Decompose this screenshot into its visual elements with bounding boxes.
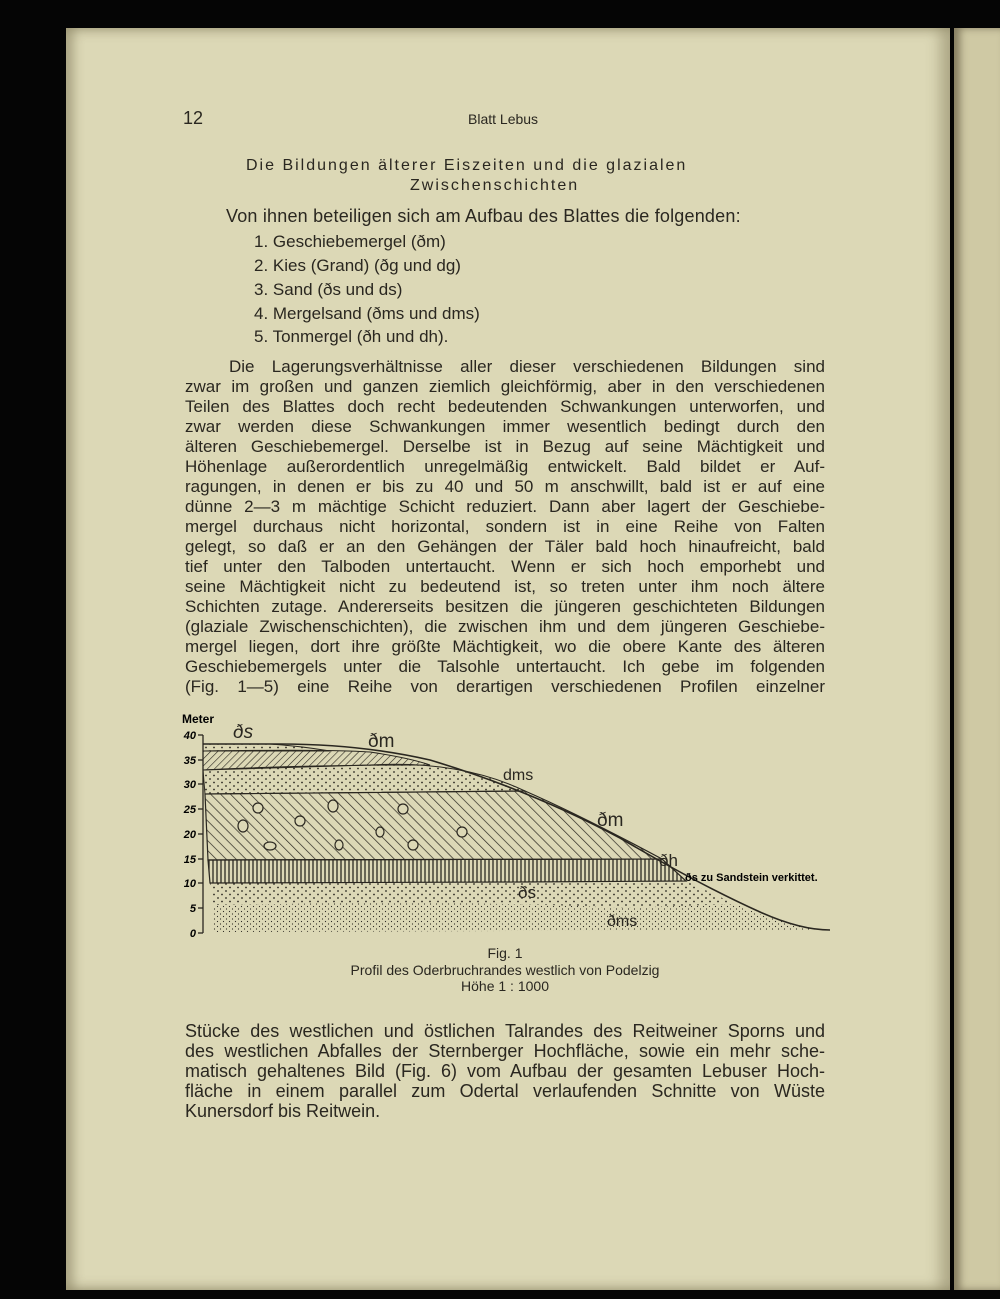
running-title: Blatt Lebus [468, 111, 539, 127]
tick-label: 35 [184, 755, 197, 767]
text-line: zwar im großen und ganzen ziemlich gleic… [185, 377, 825, 396]
text-line: (Fig. 1—5) eine Reihe von derartigen ver… [185, 677, 825, 696]
tick-label: 30 [184, 779, 197, 791]
boulder-marks [237, 799, 468, 851]
list-item: 3. Sand (ðs und ds) [254, 280, 403, 299]
label-dms-low: ðms [607, 913, 637, 930]
text-line: zwar werden diese Schwankungen immer wes… [185, 417, 825, 436]
tick-label: 25 [183, 804, 197, 816]
text-line: dünne 2—3 m mächtige Schicht reduziert. … [185, 497, 825, 516]
list-item: 1. Geschiebemergel (ðm) [254, 232, 446, 251]
book-page [66, 28, 950, 1290]
facing-page-edge [954, 28, 1000, 1290]
layer-dh [207, 858, 688, 884]
list-item: 5. Tonmergel (ðh und dh). [254, 327, 449, 346]
text-line: mergel durchaus nicht horizontal, sonder… [185, 517, 825, 536]
text-line: Die Lagerungsverhältnisse aller dieser v… [229, 357, 825, 376]
text-line: Stücke des westlichen und östlichen Talr… [185, 1021, 825, 1041]
tick-label: 20 [183, 829, 197, 841]
text-line: seine Mächtigkeit nicht zu bedeutend ist… [185, 577, 825, 596]
text-line: Geschiebemergels unter die Talsohle unte… [185, 657, 825, 676]
text-line: Kunersdorf bis Reitwein. [185, 1101, 381, 1121]
section-title-line-1: Die Bildungen älterer Eiszeiten und die … [246, 157, 688, 174]
tick-label: 15 [184, 854, 197, 866]
figure-caption: Profil des Oderbruchrandes westlich von … [350, 962, 660, 978]
label-dm-slope: ðm [597, 810, 623, 831]
text-line: mergel liegen, dort ihre größte Mächtigk… [185, 637, 825, 656]
figure-number: Fig. 1 [487, 945, 523, 961]
layer-lower-ds [210, 881, 735, 908]
label-sandstone: ðs zu Sandstein verkittet. [685, 872, 818, 884]
label-dm-top: ðm [368, 731, 394, 752]
text-line: fläche in einem parallel zum Odertal ver… [185, 1081, 825, 1101]
tick-label: 0 [190, 928, 197, 940]
text-line: Schichten zutage. Andererseits besitzen … [185, 597, 825, 616]
section-title-line-2: Zwischenschichten [410, 177, 580, 194]
layer-dm-boulder-marl [204, 790, 663, 861]
text-line: tief unter den Talboden untertaucht. Wen… [185, 557, 825, 576]
label-ds-low: ðs [518, 883, 536, 902]
paragraph-1: Die Lagerungsverhältnisse aller dieser v… [185, 357, 825, 697]
text-line: des westlichen Abfalles der Sternberger … [185, 1041, 825, 1061]
list-item: 4. Mergelsand (ðms und dms) [254, 304, 480, 323]
layer-dms [202, 763, 526, 795]
text-line: gelegt, so daß er an den Gehängen der Tä… [185, 537, 825, 556]
page-number: 12 [183, 108, 204, 128]
label-dh: ðh [659, 851, 678, 870]
text-line: matisch gehaltenes Bild (Fig. 6) vom Auf… [185, 1061, 825, 1081]
tick-label: 10 [184, 878, 197, 890]
layer-lower-dms [213, 903, 830, 932]
text-line: (glaziale Zwischenschichten), die zwisch… [185, 617, 825, 636]
tick-label: 5 [190, 903, 197, 915]
text-line: Teilen des Blattes doch recht bedeutende… [185, 397, 825, 416]
axis-title: Meter [182, 712, 214, 726]
figure-scale: Höhe 1 : 1000 [461, 978, 549, 994]
list-item: 2. Kies (Grand) (ðg und dg) [254, 256, 461, 275]
text-line: älteren Geschiebemergel. Derselbe ist in… [185, 437, 825, 456]
label-ds-top: ðs [233, 722, 254, 743]
paragraph-2: Stücke des westlichen und östlichen Talr… [185, 1021, 825, 1121]
intro-text: Von ihnen beteiligen sich am Aufbau des … [226, 206, 741, 226]
text-line: Höhenlage außerordentlich unregelmäßig e… [185, 457, 825, 476]
y-axis: Meter 40 35 30 25 20 15 10 5 0 [182, 712, 214, 940]
surface-line [203, 743, 831, 931]
tick-label: 40 [183, 730, 197, 742]
text-line: ragungen, in denen er bis zu 40 und 50 m… [185, 477, 825, 496]
label-dms: dms [503, 767, 533, 784]
